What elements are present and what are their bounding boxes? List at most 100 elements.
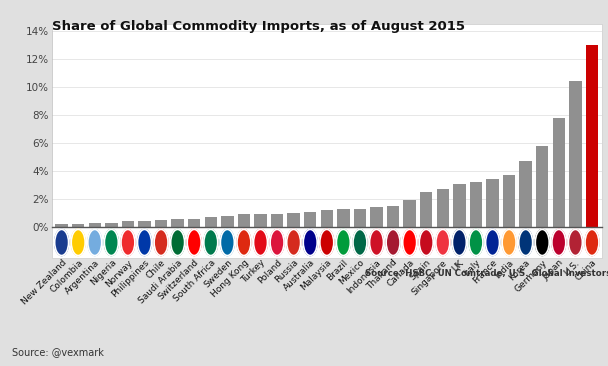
Bar	[503, 175, 516, 227]
Bar	[155, 220, 167, 227]
Circle shape	[535, 229, 549, 255]
Text: Malaysia: Malaysia	[299, 258, 333, 292]
Circle shape	[336, 229, 350, 255]
Bar	[370, 207, 382, 227]
Text: South Africa: South Africa	[172, 258, 217, 303]
Text: Chile: Chile	[145, 258, 167, 280]
Circle shape	[270, 229, 284, 255]
Bar	[337, 209, 350, 227]
Bar	[304, 212, 316, 227]
Text: Nigeria: Nigeria	[88, 258, 118, 287]
Text: Thailand: Thailand	[365, 258, 399, 292]
Bar	[569, 82, 582, 227]
Text: Hong Kong: Hong Kong	[209, 258, 250, 299]
Bar	[320, 210, 333, 227]
Circle shape	[519, 229, 533, 255]
Bar	[89, 223, 101, 227]
Circle shape	[137, 229, 151, 255]
Text: Source: @vexmark: Source: @vexmark	[12, 347, 104, 357]
Text: New Zealand: New Zealand	[19, 258, 68, 306]
Text: France: France	[471, 258, 499, 285]
Circle shape	[502, 229, 516, 255]
Circle shape	[254, 229, 268, 255]
Text: Indonesia: Indonesia	[345, 258, 383, 295]
Circle shape	[88, 229, 102, 255]
Circle shape	[452, 229, 466, 255]
Text: Canada: Canada	[385, 258, 416, 288]
Bar	[171, 219, 184, 227]
Bar	[122, 221, 134, 227]
Text: U.S.: U.S.	[562, 258, 582, 277]
Text: Russia: Russia	[273, 258, 300, 285]
Bar	[519, 161, 532, 227]
Circle shape	[171, 229, 185, 255]
Text: India: India	[493, 258, 516, 280]
Bar	[470, 182, 482, 227]
Bar	[420, 192, 432, 227]
Text: Turkey: Turkey	[240, 258, 267, 285]
Text: Norway: Norway	[104, 258, 134, 288]
Text: China: China	[574, 258, 598, 283]
Bar	[204, 217, 217, 227]
Bar	[586, 45, 598, 227]
Bar	[387, 206, 399, 227]
Text: UK: UK	[451, 258, 466, 273]
Circle shape	[568, 229, 582, 255]
Circle shape	[420, 229, 434, 255]
Bar	[437, 189, 449, 227]
Circle shape	[486, 229, 500, 255]
Text: Japan: Japan	[541, 258, 565, 282]
Circle shape	[55, 229, 69, 255]
Circle shape	[187, 229, 201, 255]
Text: Saudi Arabia: Saudi Arabia	[137, 258, 184, 305]
Circle shape	[320, 229, 334, 255]
Circle shape	[552, 229, 566, 255]
Circle shape	[154, 229, 168, 255]
Text: Germany: Germany	[513, 258, 548, 294]
Text: Argentina: Argentina	[63, 258, 101, 296]
Circle shape	[353, 229, 367, 255]
Text: Switzerland: Switzerland	[157, 258, 201, 302]
Circle shape	[386, 229, 400, 255]
Text: Philippines: Philippines	[110, 258, 151, 299]
Circle shape	[105, 229, 119, 255]
Bar	[271, 214, 283, 227]
Bar	[536, 146, 548, 227]
Text: Italy: Italy	[462, 258, 482, 278]
Bar	[553, 118, 565, 227]
Text: Poland: Poland	[256, 258, 283, 285]
Text: Mexico: Mexico	[337, 258, 366, 287]
Text: Brazil: Brazil	[325, 258, 350, 282]
Bar	[404, 200, 416, 227]
Text: Australia: Australia	[282, 258, 317, 293]
Circle shape	[71, 229, 85, 255]
Bar	[138, 221, 151, 227]
Circle shape	[402, 229, 416, 255]
Circle shape	[204, 229, 218, 255]
Bar	[486, 179, 499, 227]
Circle shape	[121, 229, 135, 255]
Bar	[188, 219, 201, 227]
Bar	[254, 214, 267, 227]
Circle shape	[303, 229, 317, 255]
Bar	[453, 184, 466, 227]
Circle shape	[469, 229, 483, 255]
Bar	[238, 214, 250, 227]
Circle shape	[287, 229, 300, 255]
Circle shape	[237, 229, 251, 255]
Bar	[354, 209, 366, 227]
Circle shape	[436, 229, 450, 255]
Bar	[221, 216, 233, 227]
Text: Singapore: Singapore	[410, 258, 449, 296]
Text: Colombia: Colombia	[48, 258, 85, 294]
Circle shape	[220, 229, 234, 255]
Text: Spain: Spain	[409, 258, 433, 282]
Circle shape	[370, 229, 384, 255]
Text: Source: HSBC, UN Comtrade, U.S. Global Investors: Source: HSBC, UN Comtrade, U.S. Global I…	[365, 269, 608, 278]
Bar	[288, 213, 300, 227]
Bar	[72, 224, 85, 227]
Bar	[55, 224, 68, 227]
Text: Korea: Korea	[508, 258, 532, 282]
Bar	[105, 223, 117, 227]
Text: Share of Global Commodity Imports, as of August 2015: Share of Global Commodity Imports, as of…	[52, 20, 465, 33]
